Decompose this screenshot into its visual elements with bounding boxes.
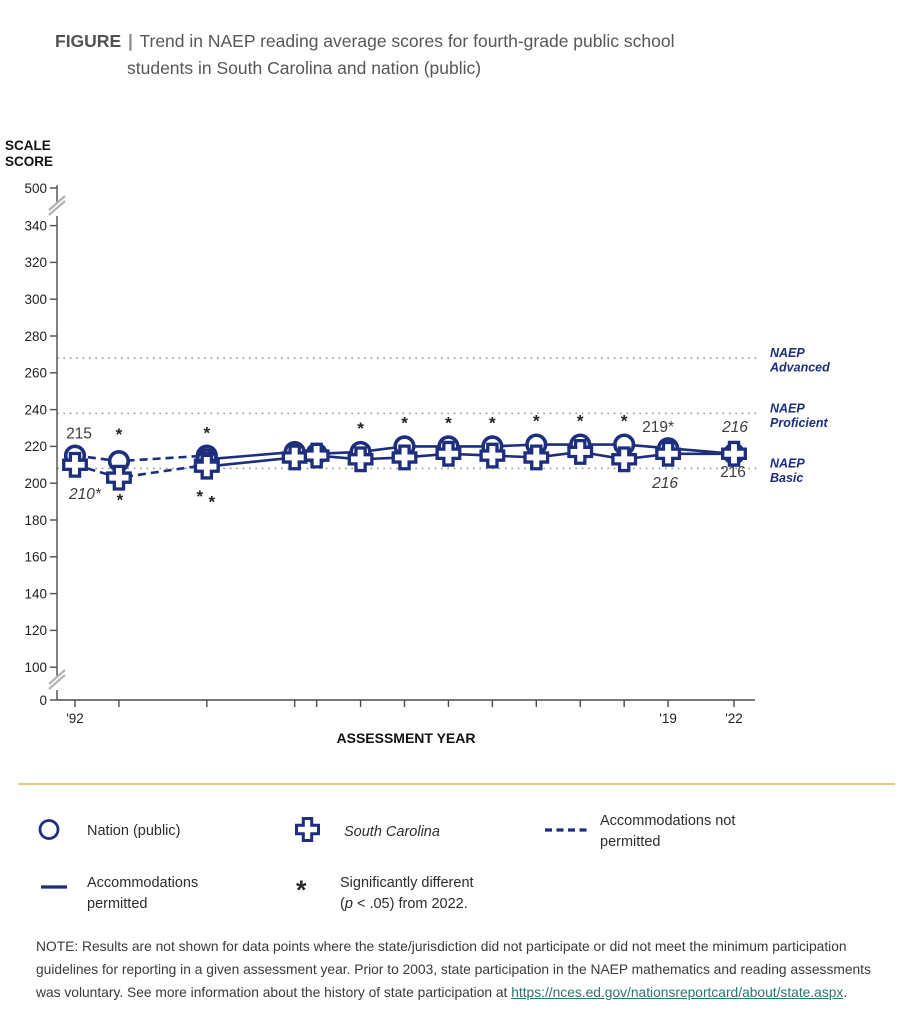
significance-asterisk: * [445,413,452,432]
y-tick-label: 260 [24,366,47,381]
y-tick-label: 200 [24,476,47,491]
legend-label-south-carolina: South Carolina [344,824,440,840]
legend-divider-line [18,783,895,785]
data-point-label: 219* [642,419,674,436]
figure-title: FIGURE | Trend in NAEP reading average s… [55,28,867,82]
south-carolina-point-2013 [523,444,550,471]
axes: 0 100 120 140 160 180 200 220 240 260 280 300 320 340… [5,138,755,746]
significance-asterisk: * [196,487,203,506]
south-carolina-point-2017 [611,446,638,473]
y-tick-label: 160 [24,550,47,565]
figure-title-text: Trend in NAEP reading average scores for… [127,31,675,78]
south-carolina-point-2002 [281,444,308,471]
y-axis-title: SCALE [5,138,51,153]
y-tick-label: 180 [24,513,47,528]
y-tick-label: 0 [39,693,47,708]
significance-asterisk: * [401,413,408,432]
south-carolina-point-2005 [347,446,374,473]
south-carolina-point-2011 [479,442,506,469]
legend-label-accommodations-permitted: Accommodations permitted [87,875,199,912]
y-tick-label: 120 [24,623,47,638]
south-carolina-point-1992 [62,451,88,478]
y-tick-label: 320 [24,255,47,270]
south-carolina-point-2022 [721,440,747,467]
significance-asterisk: * [117,491,124,510]
x-tick-label: '22 [725,711,743,726]
south-carolina-cross-icon [295,817,320,842]
south-carolina-point-2019 [655,440,682,467]
y-tick-label: 280 [24,329,47,344]
south-carolina-point-2007 [391,444,418,471]
trend-line-chart: NAEPAdvancedNAEPProficientNAEPBasic01001… [5,138,830,746]
significance-asterisk: * [203,424,210,443]
svg-text:Advanced: Advanced [769,361,830,375]
significance-asterisk: * [208,493,215,512]
dashed-line-icon [545,828,589,832]
y-tick-label: 220 [24,439,47,454]
data-point-label: 216 [720,464,746,481]
legend-label-accommodations-not-permitted: Accommodations not permitted [600,813,736,850]
significance-asterisk: * [533,412,540,431]
south-carolina-markers [62,438,747,491]
series-line-sc_np [74,463,207,480]
annotations: 215 210* * * * * * * * * * * * * 219* 216 216 216 [66,412,748,512]
y-tick-label: 100 [24,660,47,675]
note-text: NOTE: Results are not shown for data poi… [36,939,871,1000]
achievement-level-label: NAEP [770,401,805,415]
significance-asterisk: * [621,412,628,431]
y-tick-label: 340 [24,218,47,233]
data-point-label: 210* [68,486,102,503]
achievement-level-label: NAEP [770,456,805,470]
data-point-label: 216 [651,475,678,492]
legend-label-significance: Significantly different (p < .05) from 2… [340,875,474,912]
data-point-label: 216 [721,419,748,436]
south-carolina-point-2003 [303,442,330,469]
legend-label-nation: Nation (public) [87,823,181,839]
data-point-label: 215 [66,426,92,443]
svg-text:SCORE: SCORE [5,154,53,169]
south-carolina-point-2009 [435,440,462,467]
significance-asterisk: * [489,413,496,432]
y-tick-label: 140 [24,586,47,601]
y-tick-label: 300 [24,292,47,307]
x-tick-label: '92 [66,711,84,726]
x-axis-title: ASSESSMENT YEAR [337,730,476,746]
south-carolina-point-1998 [193,453,220,480]
y-tick-label: 240 [24,402,47,417]
figure-title-divider: | [128,31,133,51]
state-participation-link[interactable]: https://nces.ed.gov/nationsreportcard/ab… [511,984,844,1000]
series-line-nation_np [74,454,207,463]
south-carolina-point-2015 [567,438,594,465]
solid-line-icon [41,885,67,889]
p-value-symbol: p [344,896,353,912]
y-tick-label: 500 [24,181,47,196]
figure-label: FIGURE [55,31,122,51]
svg-text:Basic: Basic [770,471,803,485]
significance-asterisk-icon: * [296,875,307,905]
significance-asterisk: * [357,419,364,438]
significance-asterisk: * [577,412,584,431]
svg-text:Proficient: Proficient [770,416,828,430]
nation-circle-icon [38,819,60,840]
x-tick-label: '19 [659,711,677,726]
south-carolina-point-1994 [105,464,132,491]
achievement-level-label: NAEP [770,346,805,360]
significance-asterisk: * [116,425,123,444]
